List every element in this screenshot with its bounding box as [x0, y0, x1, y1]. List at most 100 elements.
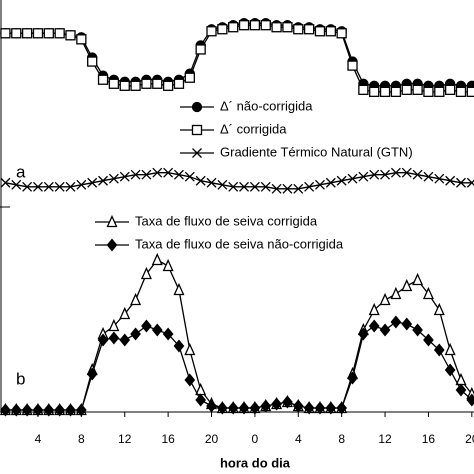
marker: [379, 86, 391, 98]
marker: [54, 28, 65, 39]
marker: [466, 86, 474, 98]
marker: [303, 401, 315, 415]
marker: [434, 173, 445, 184]
marker: [65, 403, 76, 417]
marker: [228, 181, 239, 192]
marker: [434, 86, 445, 98]
marker: [141, 78, 152, 89]
marker: [130, 327, 141, 341]
legend-label: Δ´ não-corrigida: [220, 98, 313, 113]
marker: [433, 302, 445, 316]
marker: [412, 323, 423, 337]
x-tick-label: 16: [161, 432, 175, 446]
marker: [174, 169, 184, 180]
marker: [76, 179, 87, 190]
x-tick-label: 4: [295, 432, 302, 446]
marker: [282, 183, 293, 194]
marker: [108, 173, 119, 184]
marker: [191, 101, 203, 113]
marker: [206, 399, 217, 413]
marker: [0, 28, 11, 39]
marker: [43, 28, 54, 39]
x-tick-label: 12: [118, 432, 132, 446]
marker: [282, 395, 293, 409]
marker: [119, 306, 131, 320]
marker: [347, 371, 358, 385]
marker: [390, 286, 402, 300]
marker: [304, 181, 315, 192]
marker: [336, 175, 347, 186]
marker: [358, 84, 369, 95]
marker: [412, 169, 423, 180]
marker: [21, 28, 33, 39]
marker: [271, 397, 282, 411]
marker: [184, 373, 196, 387]
marker: [97, 333, 109, 347]
marker: [422, 286, 434, 300]
marker: [292, 399, 304, 413]
marker: [54, 181, 65, 192]
marker: [217, 24, 228, 35]
marker: [369, 169, 380, 180]
marker: [87, 177, 98, 188]
marker: [444, 363, 456, 377]
marker: [444, 84, 456, 95]
marker: [336, 28, 347, 39]
marker: [195, 393, 207, 407]
marker: [173, 78, 185, 89]
marker: [11, 28, 22, 39]
marker: [108, 318, 120, 332]
x-tick-label: 20: [465, 432, 474, 446]
x-axis-label: hora do dia: [220, 455, 291, 470]
marker: [412, 84, 423, 95]
marker: [314, 26, 326, 37]
marker: [21, 403, 33, 417]
marker: [206, 26, 217, 37]
marker: [249, 401, 261, 415]
panel-label: a: [16, 162, 26, 181]
marker: [249, 20, 261, 31]
marker: [238, 401, 250, 415]
marker: [227, 401, 239, 415]
series-line: [5, 172, 472, 190]
marker: [249, 181, 260, 192]
marker: [162, 258, 174, 272]
marker: [76, 403, 87, 417]
marker: [191, 124, 203, 136]
marker: [336, 401, 348, 415]
marker: [86, 367, 98, 381]
marker: [293, 24, 304, 35]
marker: [293, 183, 304, 194]
marker: [119, 80, 130, 91]
marker: [390, 86, 402, 98]
marker: [119, 171, 130, 182]
marker: [369, 86, 380, 98]
marker: [325, 26, 336, 37]
marker: [325, 177, 336, 188]
marker: [32, 403, 44, 417]
marker: [380, 169, 391, 180]
marker: [87, 56, 98, 67]
marker: [466, 393, 474, 407]
marker: [412, 272, 424, 286]
marker: [184, 342, 196, 356]
marker: [76, 34, 87, 45]
marker: [195, 175, 206, 186]
marker: [184, 72, 195, 83]
marker: [173, 282, 185, 296]
marker: [271, 183, 282, 194]
marker: [43, 181, 54, 192]
marker: [260, 399, 272, 413]
marker: [0, 403, 11, 417]
marker: [325, 401, 337, 415]
marker: [130, 292, 142, 306]
marker: [368, 302, 380, 316]
marker: [314, 401, 326, 415]
marker: [0, 177, 11, 188]
marker: [173, 339, 185, 353]
marker: [282, 22, 293, 33]
marker: [445, 175, 456, 186]
marker: [162, 327, 174, 341]
x-tick-label: 4: [35, 432, 42, 446]
